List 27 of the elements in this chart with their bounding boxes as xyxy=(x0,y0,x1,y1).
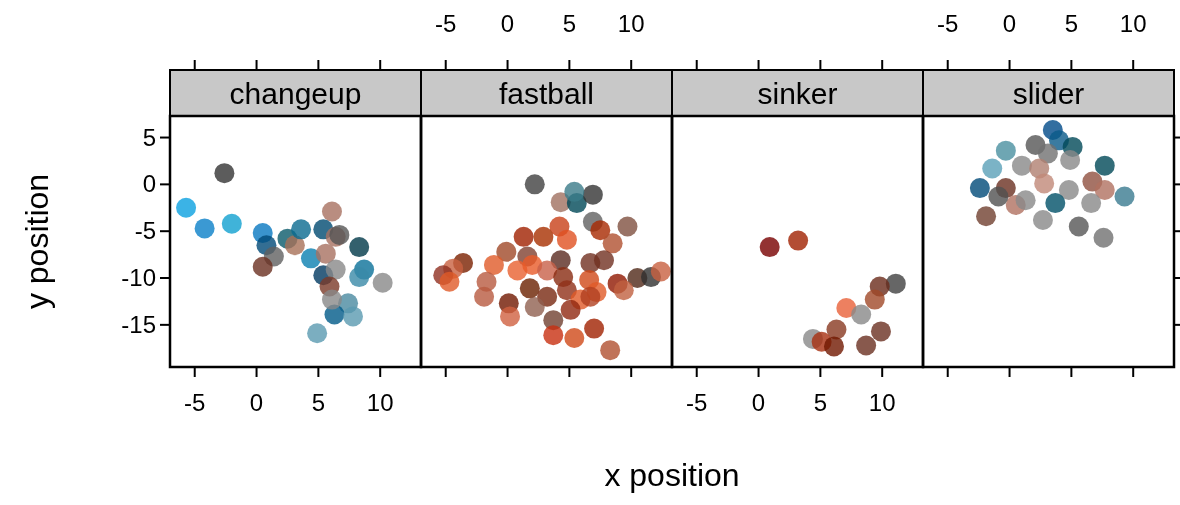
x-tick-label: 0 xyxy=(249,389,264,416)
x-tick-label: -5 xyxy=(435,10,457,37)
x-tick-label: 10 xyxy=(1119,10,1147,37)
chart-title: changeup xyxy=(229,77,362,110)
x-tick-label: 5 xyxy=(311,389,326,416)
y-tick-label: -10 xyxy=(121,264,156,292)
y-tick-label: 5 xyxy=(142,123,156,151)
x-tick-label: 0 xyxy=(1002,10,1017,37)
x-tick-label: 10 xyxy=(617,10,645,37)
chart-title: fastball xyxy=(498,77,595,110)
x-axis-title: x position xyxy=(604,457,740,493)
x-tick-label: 5 xyxy=(562,10,577,37)
y-tick-label: -15 xyxy=(121,310,156,338)
y-tick-label: 0 xyxy=(142,170,156,198)
chart-title: sinker xyxy=(757,77,838,110)
x-tick-label: 10 xyxy=(366,389,394,416)
x-tick-label: -5 xyxy=(937,10,959,37)
x-tick-label: 0 xyxy=(751,389,766,416)
x-tick-label: 0 xyxy=(500,10,515,37)
x-tick-label: 5 xyxy=(1064,10,1079,37)
x-tick-label: 10 xyxy=(868,389,896,416)
y-tick-label: -5 xyxy=(134,217,156,245)
x-tick-label: -5 xyxy=(686,389,708,416)
chart-title: slider xyxy=(1012,77,1085,110)
y-axis-title: y position xyxy=(19,173,55,310)
x-tick-label: 5 xyxy=(813,389,828,416)
x-tick-label: -5 xyxy=(184,389,206,416)
